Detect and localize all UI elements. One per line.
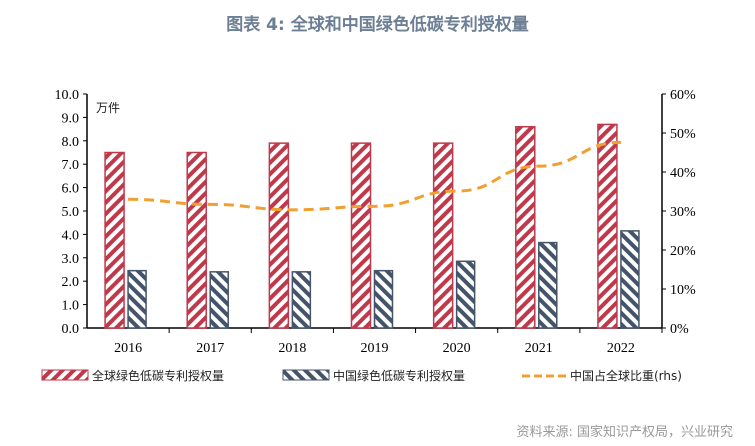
right-tick-label: 50% bbox=[670, 127, 696, 142]
legend-label-global: 全球绿色低碳专利授权量 bbox=[92, 368, 224, 383]
left-tick-label: 6.0 bbox=[62, 182, 80, 197]
bar-global bbox=[104, 151, 125, 329]
left-tick-label: 4.0 bbox=[62, 228, 80, 243]
x-tick-label: 2016 bbox=[114, 341, 142, 356]
left-tick-label: 1.0 bbox=[62, 299, 80, 314]
x-tick-label: 2020 bbox=[443, 341, 471, 356]
left-tick-label: 3.0 bbox=[62, 252, 80, 267]
x-tick-label: 2022 bbox=[607, 341, 635, 356]
right-tick-label: 30% bbox=[670, 205, 696, 220]
left-tick-label: 10.0 bbox=[55, 88, 80, 103]
legend-swatch-china bbox=[282, 369, 330, 381]
x-tick-label: 2021 bbox=[525, 341, 553, 356]
bar-china bbox=[127, 269, 147, 329]
bar-china bbox=[455, 260, 476, 329]
bar-global bbox=[186, 151, 207, 329]
bar-china bbox=[291, 271, 312, 329]
unit-label: 万件 bbox=[96, 101, 120, 115]
right-tick-label: 20% bbox=[670, 244, 696, 259]
right-tick-label: 40% bbox=[670, 166, 696, 181]
source-note: 资料来源: 国家知识产权局，兴业研究 bbox=[516, 425, 733, 440]
left-tick-label: 2.0 bbox=[62, 275, 80, 290]
right-tick-label: 10% bbox=[670, 283, 696, 298]
bar-global bbox=[432, 142, 454, 329]
x-tick-label: 2019 bbox=[361, 341, 389, 356]
left-tick-label: 9.0 bbox=[62, 111, 80, 126]
legend-label-china: 中国绿色低碳专利授权量 bbox=[333, 368, 465, 383]
chart-title: 图表 4: 全球和中国绿色低碳专利授权量 bbox=[226, 15, 529, 35]
left-tick-label: 8.0 bbox=[62, 135, 80, 150]
legend-swatch-global bbox=[41, 369, 89, 381]
bar-global bbox=[350, 142, 372, 329]
bar-china bbox=[538, 241, 558, 329]
bar-global bbox=[515, 126, 536, 329]
bar-china bbox=[373, 269, 394, 329]
left-tick-label: 5.0 bbox=[62, 205, 80, 220]
bar-china bbox=[620, 230, 640, 329]
x-tick-label: 2017 bbox=[196, 341, 224, 356]
bar-global bbox=[268, 142, 290, 329]
right-tick-label: 0% bbox=[670, 322, 689, 337]
left-tick-label: 7.0 bbox=[62, 158, 80, 173]
right-tick-label: 60% bbox=[670, 88, 696, 103]
left-tick-label: 0.0 bbox=[62, 322, 80, 337]
bar-china bbox=[209, 271, 229, 329]
legend-label-share: 中国占全球比重(rhs) bbox=[570, 368, 682, 383]
x-tick-label: 2018 bbox=[278, 341, 306, 356]
bar-global bbox=[597, 123, 618, 329]
